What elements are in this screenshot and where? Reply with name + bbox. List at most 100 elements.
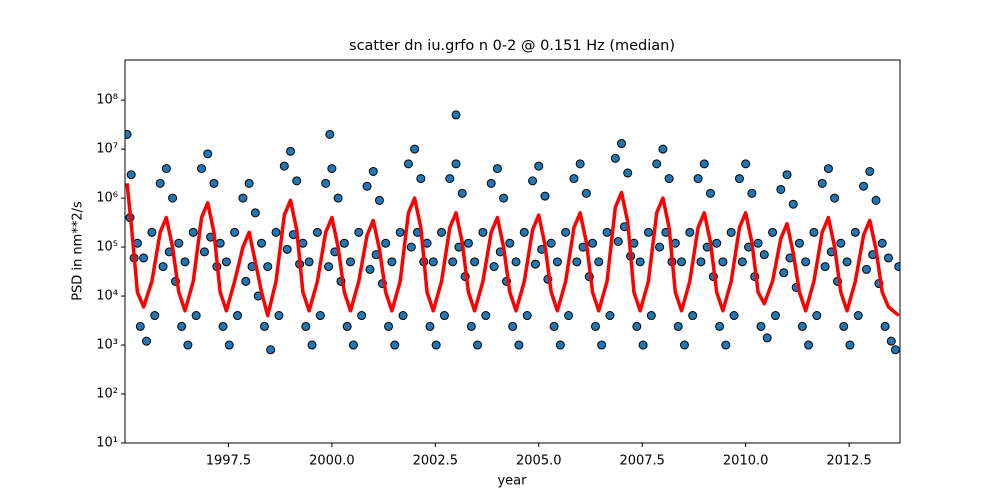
scatter-point: [387, 257, 397, 267]
scatter-point: [646, 311, 656, 321]
x-axis-label: year: [497, 474, 527, 489]
scatter-point: [346, 257, 356, 267]
scatter-point: [549, 321, 559, 331]
scatter-point: [307, 340, 317, 350]
scatter-point: [850, 227, 860, 237]
scatter-point: [859, 181, 869, 191]
scatter-point: [445, 174, 455, 184]
scatter-point: [572, 257, 582, 267]
scatter-point: [886, 336, 896, 346]
scatter-point: [158, 262, 168, 272]
scatter-point: [779, 268, 789, 278]
plot-frame: [124, 59, 901, 444]
scatter-point: [894, 262, 900, 272]
scatter-point: [514, 340, 524, 350]
scatter-point: [263, 262, 273, 272]
scatter-point: [155, 178, 165, 188]
scatter-point: [250, 208, 260, 218]
scatter-point: [230, 227, 240, 237]
scatter-point: [522, 311, 532, 321]
scatter-point: [605, 311, 615, 321]
scatter-point: [685, 227, 695, 237]
scatter-point: [590, 321, 600, 331]
scatter-point: [705, 188, 715, 198]
scatter-point: [241, 276, 251, 286]
scatter-point: [880, 321, 890, 331]
scatter-point: [142, 336, 152, 346]
scatter-point: [688, 311, 698, 321]
scatter-point: [161, 164, 171, 174]
y-tick-label: 10⁸: [96, 93, 118, 108]
scatter-point: [546, 238, 556, 248]
scatter-point: [315, 311, 325, 321]
scatter-point: [652, 159, 662, 169]
scatter-point: [470, 257, 480, 267]
scatter-point: [188, 227, 198, 237]
scatter-point: [342, 321, 352, 331]
scatter-point: [365, 264, 375, 274]
scatter-point: [842, 257, 852, 267]
scatter-point: [448, 257, 458, 267]
scatter-point: [209, 178, 219, 188]
scatter-point: [602, 227, 612, 237]
scatter-point: [486, 178, 496, 188]
scatter-point: [304, 257, 314, 267]
scatter-point: [588, 238, 598, 248]
scatter-point: [301, 321, 311, 331]
scatter-point: [597, 340, 607, 350]
scatter-point: [244, 178, 254, 188]
y-tick-label: 10⁴: [96, 289, 118, 304]
scatter-point: [333, 193, 343, 203]
scatter-point: [696, 257, 706, 267]
x-tick-label: 2012.5: [826, 454, 872, 469]
x-tick-label: 1997.5: [206, 454, 252, 469]
scatter-point: [416, 174, 426, 184]
x-tick-label: 2005.0: [516, 454, 562, 469]
scatter-point: [428, 257, 438, 267]
scatter-point: [271, 227, 281, 237]
scatter-point: [282, 244, 292, 254]
scatter-point: [368, 166, 378, 176]
scatter-point: [729, 311, 739, 321]
scatter-point: [679, 340, 689, 350]
scatter-point: [312, 227, 322, 237]
scatter-point: [374, 195, 384, 205]
scatter-point: [489, 262, 499, 272]
scatter-point: [215, 238, 225, 248]
x-tick-label: 2010.0: [723, 454, 769, 469]
scatter-point: [362, 181, 372, 191]
y-tick-label: 10¹: [96, 436, 118, 451]
scatter-point: [883, 253, 893, 263]
scatter-point: [266, 345, 276, 355]
scatter-point: [871, 195, 881, 205]
scatter-point: [564, 311, 574, 321]
scatter-point: [737, 257, 747, 267]
y-tick-label: 10⁵: [96, 240, 118, 255]
plot-area: [125, 110, 900, 355]
scatter-point: [224, 340, 234, 350]
scatter-point: [481, 311, 491, 321]
scatter-point: [150, 311, 160, 321]
scatter-point: [339, 238, 349, 248]
scatter-point: [431, 340, 441, 350]
scatter-point: [890, 345, 900, 355]
scatter-point: [298, 238, 308, 248]
scatter-point: [324, 262, 334, 272]
scatter-point: [180, 257, 190, 267]
scatter-point: [610, 153, 620, 163]
scatter-point: [274, 311, 284, 321]
scatter-point: [168, 193, 178, 203]
scatter-point: [776, 184, 786, 194]
y-axis-label: PSD in nm**2/s: [71, 201, 86, 301]
scatter-point: [403, 159, 413, 169]
scatter-point: [581, 188, 591, 198]
scatter-point: [390, 340, 400, 350]
scatter-point: [221, 257, 231, 267]
scatter-point: [357, 311, 367, 321]
scatter-point: [425, 321, 435, 331]
x-tick-label: 2000.0: [309, 454, 355, 469]
scatter-point: [519, 227, 529, 237]
scatter-point: [191, 311, 201, 321]
scatter-point: [530, 259, 540, 269]
